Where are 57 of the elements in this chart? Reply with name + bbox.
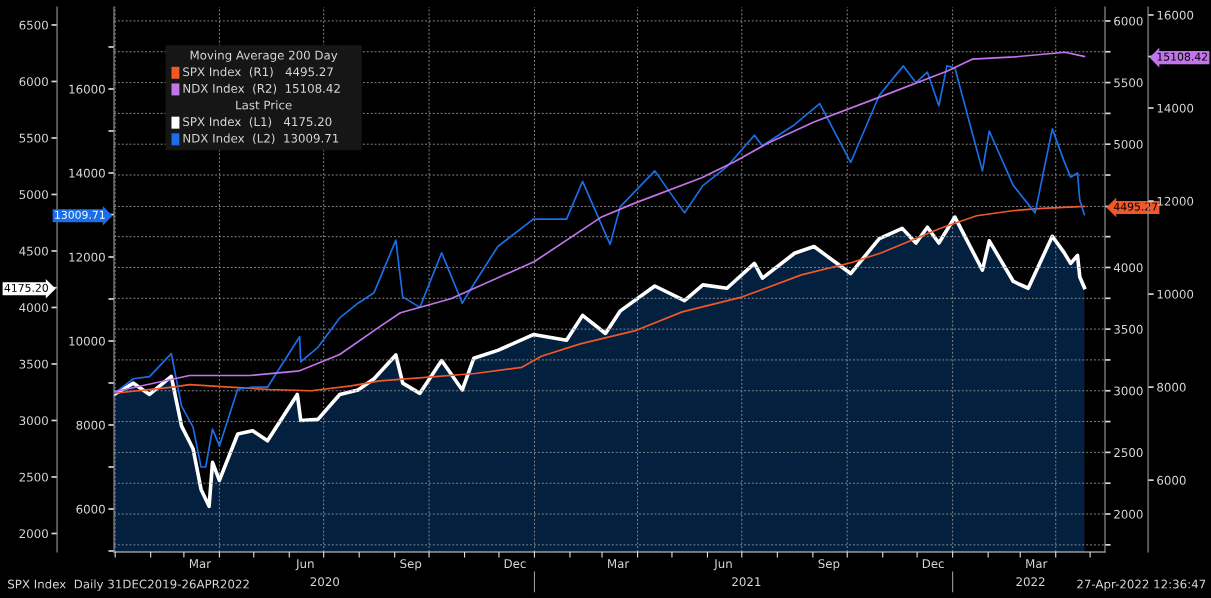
- legend-label: NDX Index (L2) 13009.71: [183, 133, 339, 145]
- x-tick-label: Dec: [504, 559, 526, 569]
- y2-tick-label: 15108.42: [1157, 52, 1207, 61]
- y-tick-label: 2500: [19, 472, 48, 482]
- legend-label: SPX Index (R1) 4495.27: [183, 67, 333, 78]
- text: 27-Apr-2022 12:36:47: [1077, 579, 1206, 591]
- annotation: Last Price: [236, 100, 292, 110]
- y2-tick-label: 6000: [1114, 16, 1143, 26]
- y2-tick-label: 4495.27: [1113, 202, 1158, 211]
- text: SPX Index Daily 31DEC2019-26APR2022: [8, 579, 249, 591]
- y2-tick-label: 10000: [1157, 289, 1194, 299]
- line-series: [114, 205, 1086, 395]
- y2-tick-label: 8000: [1157, 382, 1186, 392]
- y2-tick-label: 2500: [1114, 448, 1143, 458]
- x-tick-label: Dec: [922, 559, 944, 569]
- y2-tick-label: 5500: [1114, 78, 1143, 88]
- x-tick-label: Mar: [1026, 559, 1048, 569]
- y2-tick-label: 16000: [1157, 10, 1194, 20]
- y-tick-label: 5000: [19, 190, 48, 200]
- x-tick-label: Jun: [295, 559, 314, 571]
- y-tick-label: 2000: [19, 529, 48, 539]
- y-tick-label: 3500: [19, 359, 48, 369]
- y-tick-label: 3000: [19, 416, 48, 426]
- y-tick-label: 10000: [69, 336, 105, 346]
- y-tick-label: 4000: [19, 303, 48, 313]
- y2-tick-label: 4000: [1113, 263, 1143, 273]
- y-tick-label: 14000: [69, 168, 105, 178]
- y2-tick-label: 3000: [1114, 386, 1143, 396]
- y-tick-label: 6500: [19, 20, 48, 30]
- y-tick-label: 4175.20: [4, 283, 48, 292]
- y-tick-label: 13009.71: [55, 210, 105, 219]
- line-series: [114, 51, 1086, 393]
- x-tick-label: Sep: [400, 559, 422, 571]
- y-tick-label: 6000: [19, 77, 48, 87]
- y-tick-label: 16000: [69, 84, 105, 94]
- x-tick-label: Mar: [608, 559, 630, 569]
- x2-tick-label: 2021: [732, 577, 761, 587]
- y2-tick-label: 6000: [1157, 475, 1186, 485]
- x2-tick-label: 2022: [1016, 577, 1045, 587]
- y-tick-label: 4500: [19, 246, 48, 256]
- x-tick-label: Mar: [189, 559, 212, 569]
- y-tick-label: 8000: [76, 420, 105, 430]
- x-tick-label: Jun: [713, 559, 732, 571]
- legend-label: SPX Index (L1) 4175.20: [183, 116, 332, 128]
- x2-tick-label: 2020: [310, 577, 340, 587]
- y2-tick-label: 14000: [1157, 103, 1194, 113]
- y2-tick-label: 2000: [1114, 509, 1143, 519]
- y-tick-label: 12000: [69, 252, 105, 262]
- y2-tick-label: 5000: [1114, 139, 1143, 149]
- y2-tick-label: 12000: [1157, 196, 1194, 206]
- legend-label: NDX Index (R2) 15108.42: [183, 83, 340, 95]
- y2-tick-label: 3500: [1114, 324, 1143, 334]
- y-tick-label: 5500: [19, 133, 48, 143]
- line-series: [114, 65, 1086, 468]
- y-tick-label: 6000: [76, 504, 105, 514]
- legend-title: Moving Average 200 Day: [190, 50, 338, 62]
- x-tick-label: Sep: [818, 559, 840, 571]
